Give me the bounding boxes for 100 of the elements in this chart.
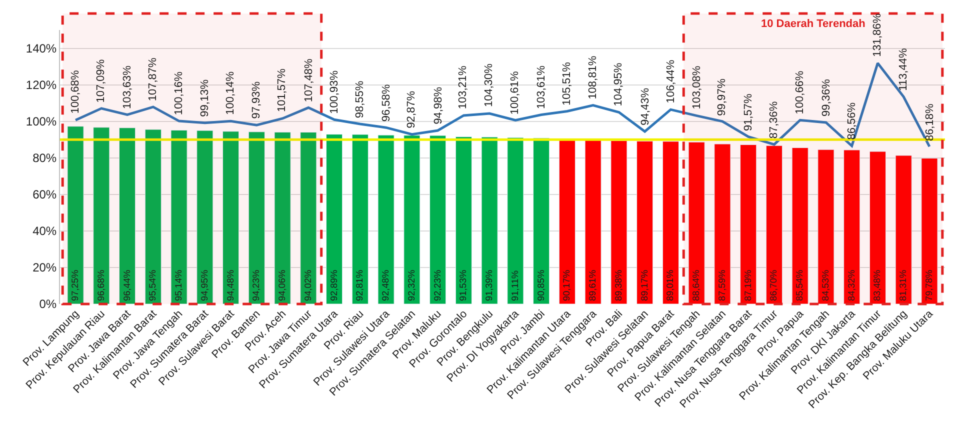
data-label: 96,68% xyxy=(96,270,106,301)
data-label: 81,31% xyxy=(898,270,908,301)
data-label: 107,87% xyxy=(147,57,160,102)
y-tick-label: 80% xyxy=(32,151,57,166)
bar xyxy=(921,158,938,304)
data-label: 90,17% xyxy=(562,270,572,301)
bar xyxy=(636,140,654,304)
bar xyxy=(818,149,834,304)
data-label: 92,48% xyxy=(380,270,391,301)
data-label: 87,59% xyxy=(716,270,727,301)
data-label: 88,64% xyxy=(691,270,702,301)
data-label: 92,32% xyxy=(406,270,416,301)
bar xyxy=(196,130,214,304)
bar xyxy=(869,151,886,304)
data-label: 91,11% xyxy=(510,270,520,301)
bar xyxy=(688,142,705,304)
bar xyxy=(610,140,628,304)
bar xyxy=(144,129,162,304)
data-label: 103,63% xyxy=(122,65,134,109)
bar xyxy=(844,150,860,304)
data-label: 89,01% xyxy=(665,270,676,301)
data-label: 131,86% xyxy=(872,13,884,57)
data-label: 87,36% xyxy=(768,101,780,139)
data-label: 105,51% xyxy=(560,62,573,106)
data-label: 100,14% xyxy=(224,71,237,115)
data-label: 94,23% xyxy=(251,270,262,301)
data-label: 95,54% xyxy=(148,270,158,301)
data-label: 92,89% xyxy=(328,270,339,301)
data-label: 85,54% xyxy=(794,270,805,301)
data-label: 100,93% xyxy=(328,70,341,114)
y-tick-label: 100% xyxy=(26,114,57,129)
bar xyxy=(300,132,317,304)
data-label: 100,66% xyxy=(794,70,806,114)
bar xyxy=(662,141,679,304)
bar xyxy=(352,134,368,304)
data-label: 103,21% xyxy=(457,66,470,110)
data-label: 84,32% xyxy=(846,270,856,301)
data-label: 91,53% xyxy=(458,270,468,301)
y-tick-label: 120% xyxy=(26,78,57,92)
bar xyxy=(222,131,240,304)
data-label: 103,61% xyxy=(536,65,548,110)
data-label: 92,81% xyxy=(354,270,365,301)
bar xyxy=(93,127,110,304)
data-label: 92,23% xyxy=(432,270,442,301)
bar xyxy=(792,148,808,304)
bar xyxy=(67,126,84,304)
data-label: 113,44% xyxy=(897,48,910,91)
data-label: 100,16% xyxy=(173,71,185,116)
bar xyxy=(404,135,420,304)
data-label: 91,57% xyxy=(742,94,755,132)
bar xyxy=(378,134,394,304)
bar xyxy=(714,144,731,304)
data-label: 92,87% xyxy=(406,90,418,128)
data-label: 94,06% xyxy=(277,270,288,301)
data-label: 94,48% xyxy=(225,270,236,301)
y-tick-label: 40% xyxy=(32,224,57,238)
data-label: 99,36% xyxy=(820,78,832,116)
data-label: 94,98% xyxy=(432,86,444,124)
data-label: 103,08% xyxy=(690,66,703,110)
data-label: 90,85% xyxy=(536,270,546,301)
bar xyxy=(119,128,136,304)
data-label: 101,57% xyxy=(276,68,288,112)
data-label: 97,93% xyxy=(250,81,263,119)
data-label: 108,81% xyxy=(586,56,599,100)
data-label: 89,38% xyxy=(613,270,624,301)
data-label: 100,61% xyxy=(509,71,522,115)
bar xyxy=(584,140,602,304)
data-label: 86,56% xyxy=(846,102,858,140)
data-label: 94,02% xyxy=(302,270,313,301)
bar xyxy=(895,155,912,304)
data-label: 96,58% xyxy=(380,84,392,122)
y-tick-label: 0% xyxy=(39,297,57,312)
data-label: 97,25% xyxy=(70,270,80,301)
bar xyxy=(274,132,291,304)
y-tick-label: 60% xyxy=(32,188,57,202)
bar xyxy=(766,145,782,304)
y-tick-label: 140% xyxy=(26,41,57,56)
bar xyxy=(170,130,188,304)
data-label: 104,30% xyxy=(483,63,496,108)
data-label: 89,61% xyxy=(588,270,598,301)
data-label: 98,55% xyxy=(354,80,366,118)
data-label: 86,18% xyxy=(924,104,936,142)
data-label: 99,97% xyxy=(716,78,728,116)
data-label: 99,13% xyxy=(198,79,211,117)
bar xyxy=(558,139,576,304)
bar xyxy=(481,136,498,304)
band-label: 10 Daerah Terendah xyxy=(761,18,866,30)
data-label: 91,39% xyxy=(484,270,494,301)
data-label: 96,44% xyxy=(122,270,132,301)
data-label: 89,17% xyxy=(639,270,650,301)
bar xyxy=(326,134,343,304)
data-label: 94,43% xyxy=(639,88,652,126)
data-label: 107,09% xyxy=(95,59,108,103)
data-label: 104,95% xyxy=(612,62,625,106)
data-label: 84,53% xyxy=(820,270,830,301)
bar xyxy=(455,136,472,304)
data-label: 94,95% xyxy=(199,270,210,301)
data-label: 100,68% xyxy=(69,70,82,114)
bar xyxy=(430,135,446,304)
y-tick-label: 20% xyxy=(32,260,57,275)
